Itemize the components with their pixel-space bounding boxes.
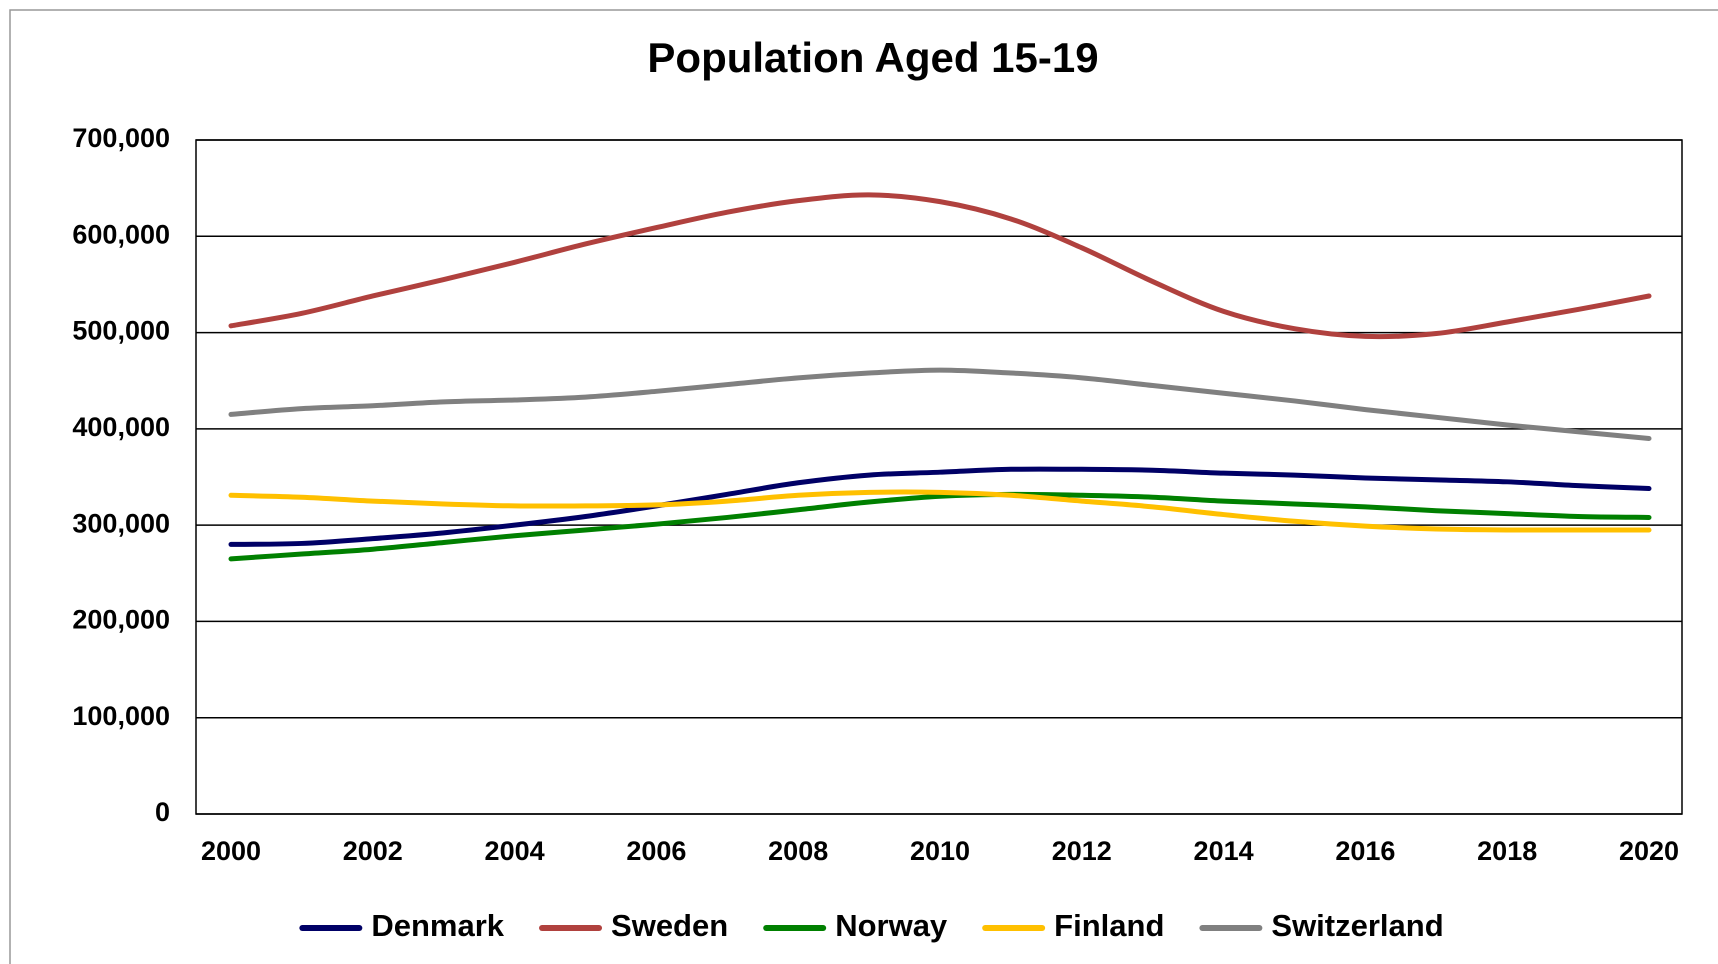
- chart-title: Population Aged 15-19: [647, 34, 1098, 81]
- x-tick-label: 2016: [1335, 836, 1395, 866]
- y-tick-label: 400,000: [72, 412, 170, 442]
- series-line: [228, 367, 1652, 441]
- y-tick-label: 0: [155, 797, 170, 827]
- legend-label: Finland: [1054, 908, 1164, 943]
- series-line: [228, 491, 1652, 562]
- x-tick-label: 2004: [485, 836, 545, 866]
- legend-label: Sweden: [611, 908, 728, 943]
- chart-border: [9, 9, 1718, 964]
- x-tick-label: 2010: [910, 836, 970, 866]
- legend-label: Switzerland: [1271, 908, 1443, 943]
- series-line: [228, 466, 1652, 547]
- y-tick-label: 500,000: [72, 316, 170, 346]
- x-tick-label: 2008: [768, 836, 828, 866]
- x-tick-label: 2002: [343, 836, 403, 866]
- x-tick-label: 2012: [1052, 836, 1112, 866]
- y-tick-label: 300,000: [72, 508, 170, 538]
- y-tick-label: 200,000: [72, 605, 170, 635]
- legend-label: Denmark: [371, 908, 504, 943]
- x-tick-label: 2014: [1194, 836, 1254, 866]
- y-tick-label: 100,000: [72, 701, 170, 731]
- x-tick-label: 2020: [1619, 836, 1679, 866]
- x-tick-label: 2018: [1477, 836, 1537, 866]
- series-line: [228, 192, 1652, 340]
- x-tick-label: 2000: [201, 836, 261, 866]
- y-tick-label: 700,000: [72, 123, 170, 153]
- y-tick-label: 600,000: [72, 219, 170, 249]
- legend-label: Norway: [835, 908, 948, 943]
- plot-border: [195, 139, 1683, 815]
- x-tick-label: 2006: [626, 836, 686, 866]
- series-line: [228, 489, 1652, 533]
